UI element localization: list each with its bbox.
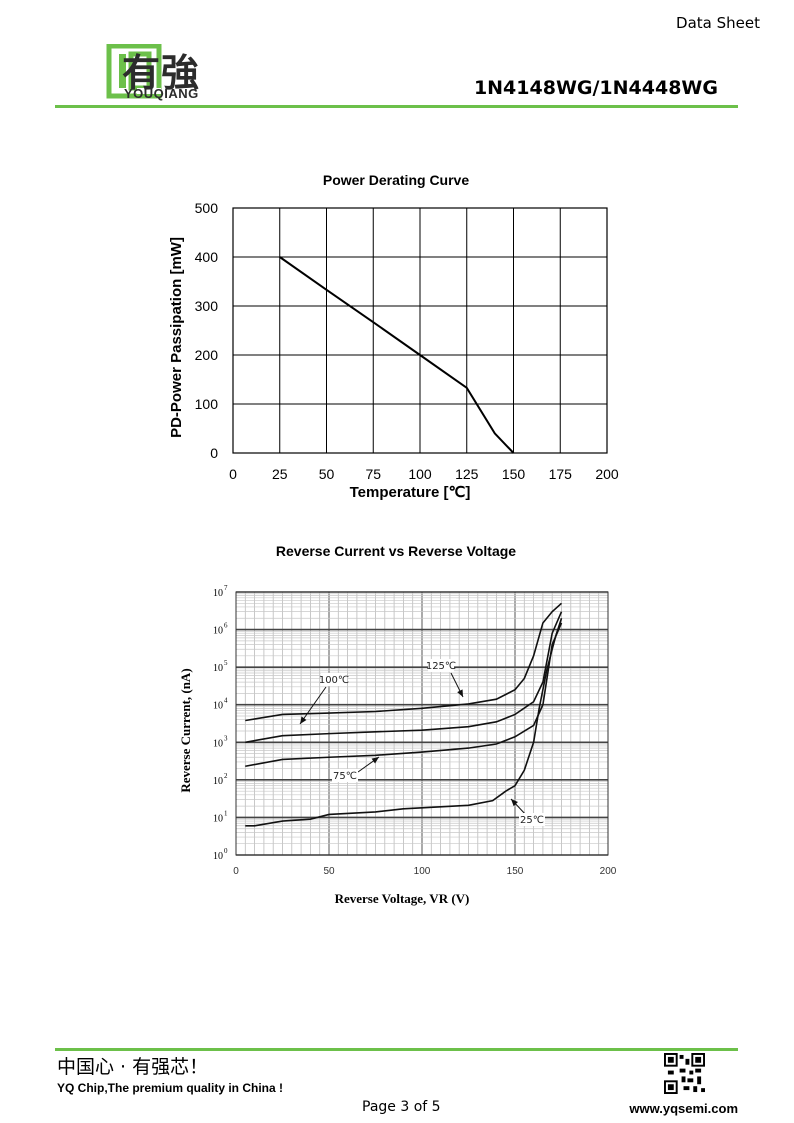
y-tick-label: 10 [213, 663, 223, 674]
y-tick-label: 100 [195, 396, 219, 412]
series-line-0 [245, 602, 563, 722]
y-tick-label: 300 [195, 298, 219, 314]
y-tick-exponent: 2 [224, 772, 228, 780]
y-tick-label: 10 [213, 626, 223, 637]
series-line-1 [245, 611, 563, 744]
y-axis-label: PD-Power Passipation [mW] [168, 237, 185, 438]
slogan-en: YQ Chip,The premium quality in China ! [57, 1081, 284, 1095]
x-tick-label: 175 [549, 466, 573, 482]
page-number: Page 3 of 5 [362, 1099, 441, 1115]
x-tick-label: 50 [319, 466, 335, 482]
y-tick-label: 10 [213, 738, 223, 749]
annotation-bg [321, 673, 347, 686]
y-tick-label: 400 [195, 249, 219, 265]
y-tick-exponent: 1 [224, 809, 228, 817]
x-tick-label: 0 [229, 466, 237, 482]
y-tick-label: 500 [195, 200, 219, 216]
chart-title-derating: Power Derating Curve [322, 172, 470, 188]
y-tick-label: 10 [213, 588, 223, 599]
derating-line [279, 256, 515, 454]
y-tick-exponent: 5 [224, 659, 228, 667]
annotation-arrowhead [300, 716, 307, 724]
brand-name-cn: 有強 [122, 51, 201, 95]
plot-frame [232, 207, 608, 454]
x-axis-label: Temperature [℃] [350, 484, 471, 501]
annotation-label: 100℃ [319, 675, 349, 686]
chart-title-reverse: Reverse Current vs Reverse Voltage [275, 543, 517, 559]
y-tick-exponent: 0 [224, 847, 228, 855]
series-line-3 [245, 618, 563, 827]
qr-code-icon [664, 1053, 705, 1094]
y-tick-label: 0 [210, 445, 218, 461]
x-tick-label: 150 [502, 466, 526, 482]
annotation-arrowhead [511, 799, 518, 807]
footer-divider [55, 1048, 738, 1051]
header-divider [55, 105, 738, 108]
y-tick-label: 10 [213, 851, 223, 862]
annotation-bg [428, 659, 454, 672]
brand-logo-icon [106, 44, 162, 99]
part-number: 1N4148WG/1N4448WG [473, 77, 718, 99]
annotation-arrow [357, 756, 380, 773]
y-tick-label: 200 [195, 347, 219, 363]
x-tick-label: 0 [233, 866, 239, 877]
series-line-2 [245, 622, 563, 768]
annotation-arrowhead [457, 689, 463, 697]
x-tick-label: 50 [323, 866, 335, 877]
annotation-label: 75℃ [333, 771, 357, 782]
y-tick-exponent: 7 [224, 584, 228, 592]
x-tick-label: 125 [455, 466, 479, 482]
x-tick-label: 75 [365, 466, 381, 482]
y-tick-exponent: 4 [224, 697, 228, 705]
annotation-label: 125℃ [426, 661, 456, 672]
annotation-arrow [450, 672, 464, 698]
annotation-label: 25℃ [520, 815, 544, 826]
website-link[interactable]: www.yqsemi.com [629, 1101, 738, 1116]
x-tick-label: 100 [408, 466, 432, 482]
x-tick-label: 100 [414, 866, 431, 877]
y-tick-exponent: 3 [224, 734, 228, 742]
brand-name-en: YOUQIANG [124, 86, 199, 101]
annotation-arrow [510, 798, 528, 817]
y-tick-exponent: 6 [224, 622, 228, 630]
x-tick-label: 200 [600, 866, 617, 877]
slogan-cn: 中国心 · 有强芯！ [57, 1056, 209, 1078]
y-axis-label: Reverse Current, (nA) [178, 668, 193, 792]
x-tick-label: 150 [507, 866, 524, 877]
annotation-bg [519, 813, 545, 826]
x-tick-label: 25 [272, 466, 288, 482]
document-type: Data Sheet [676, 14, 760, 32]
annotation-arrow [299, 686, 327, 725]
plot-frame [235, 591, 609, 856]
y-tick-label: 10 [213, 701, 223, 712]
x-axis-label: Reverse Voltage, VR (V) [335, 891, 470, 906]
y-tick-label: 10 [213, 813, 223, 824]
annotation-bg [332, 769, 358, 782]
annotation-arrowhead [371, 757, 379, 764]
y-tick-label: 10 [213, 776, 223, 787]
x-tick-label: 200 [595, 466, 619, 482]
